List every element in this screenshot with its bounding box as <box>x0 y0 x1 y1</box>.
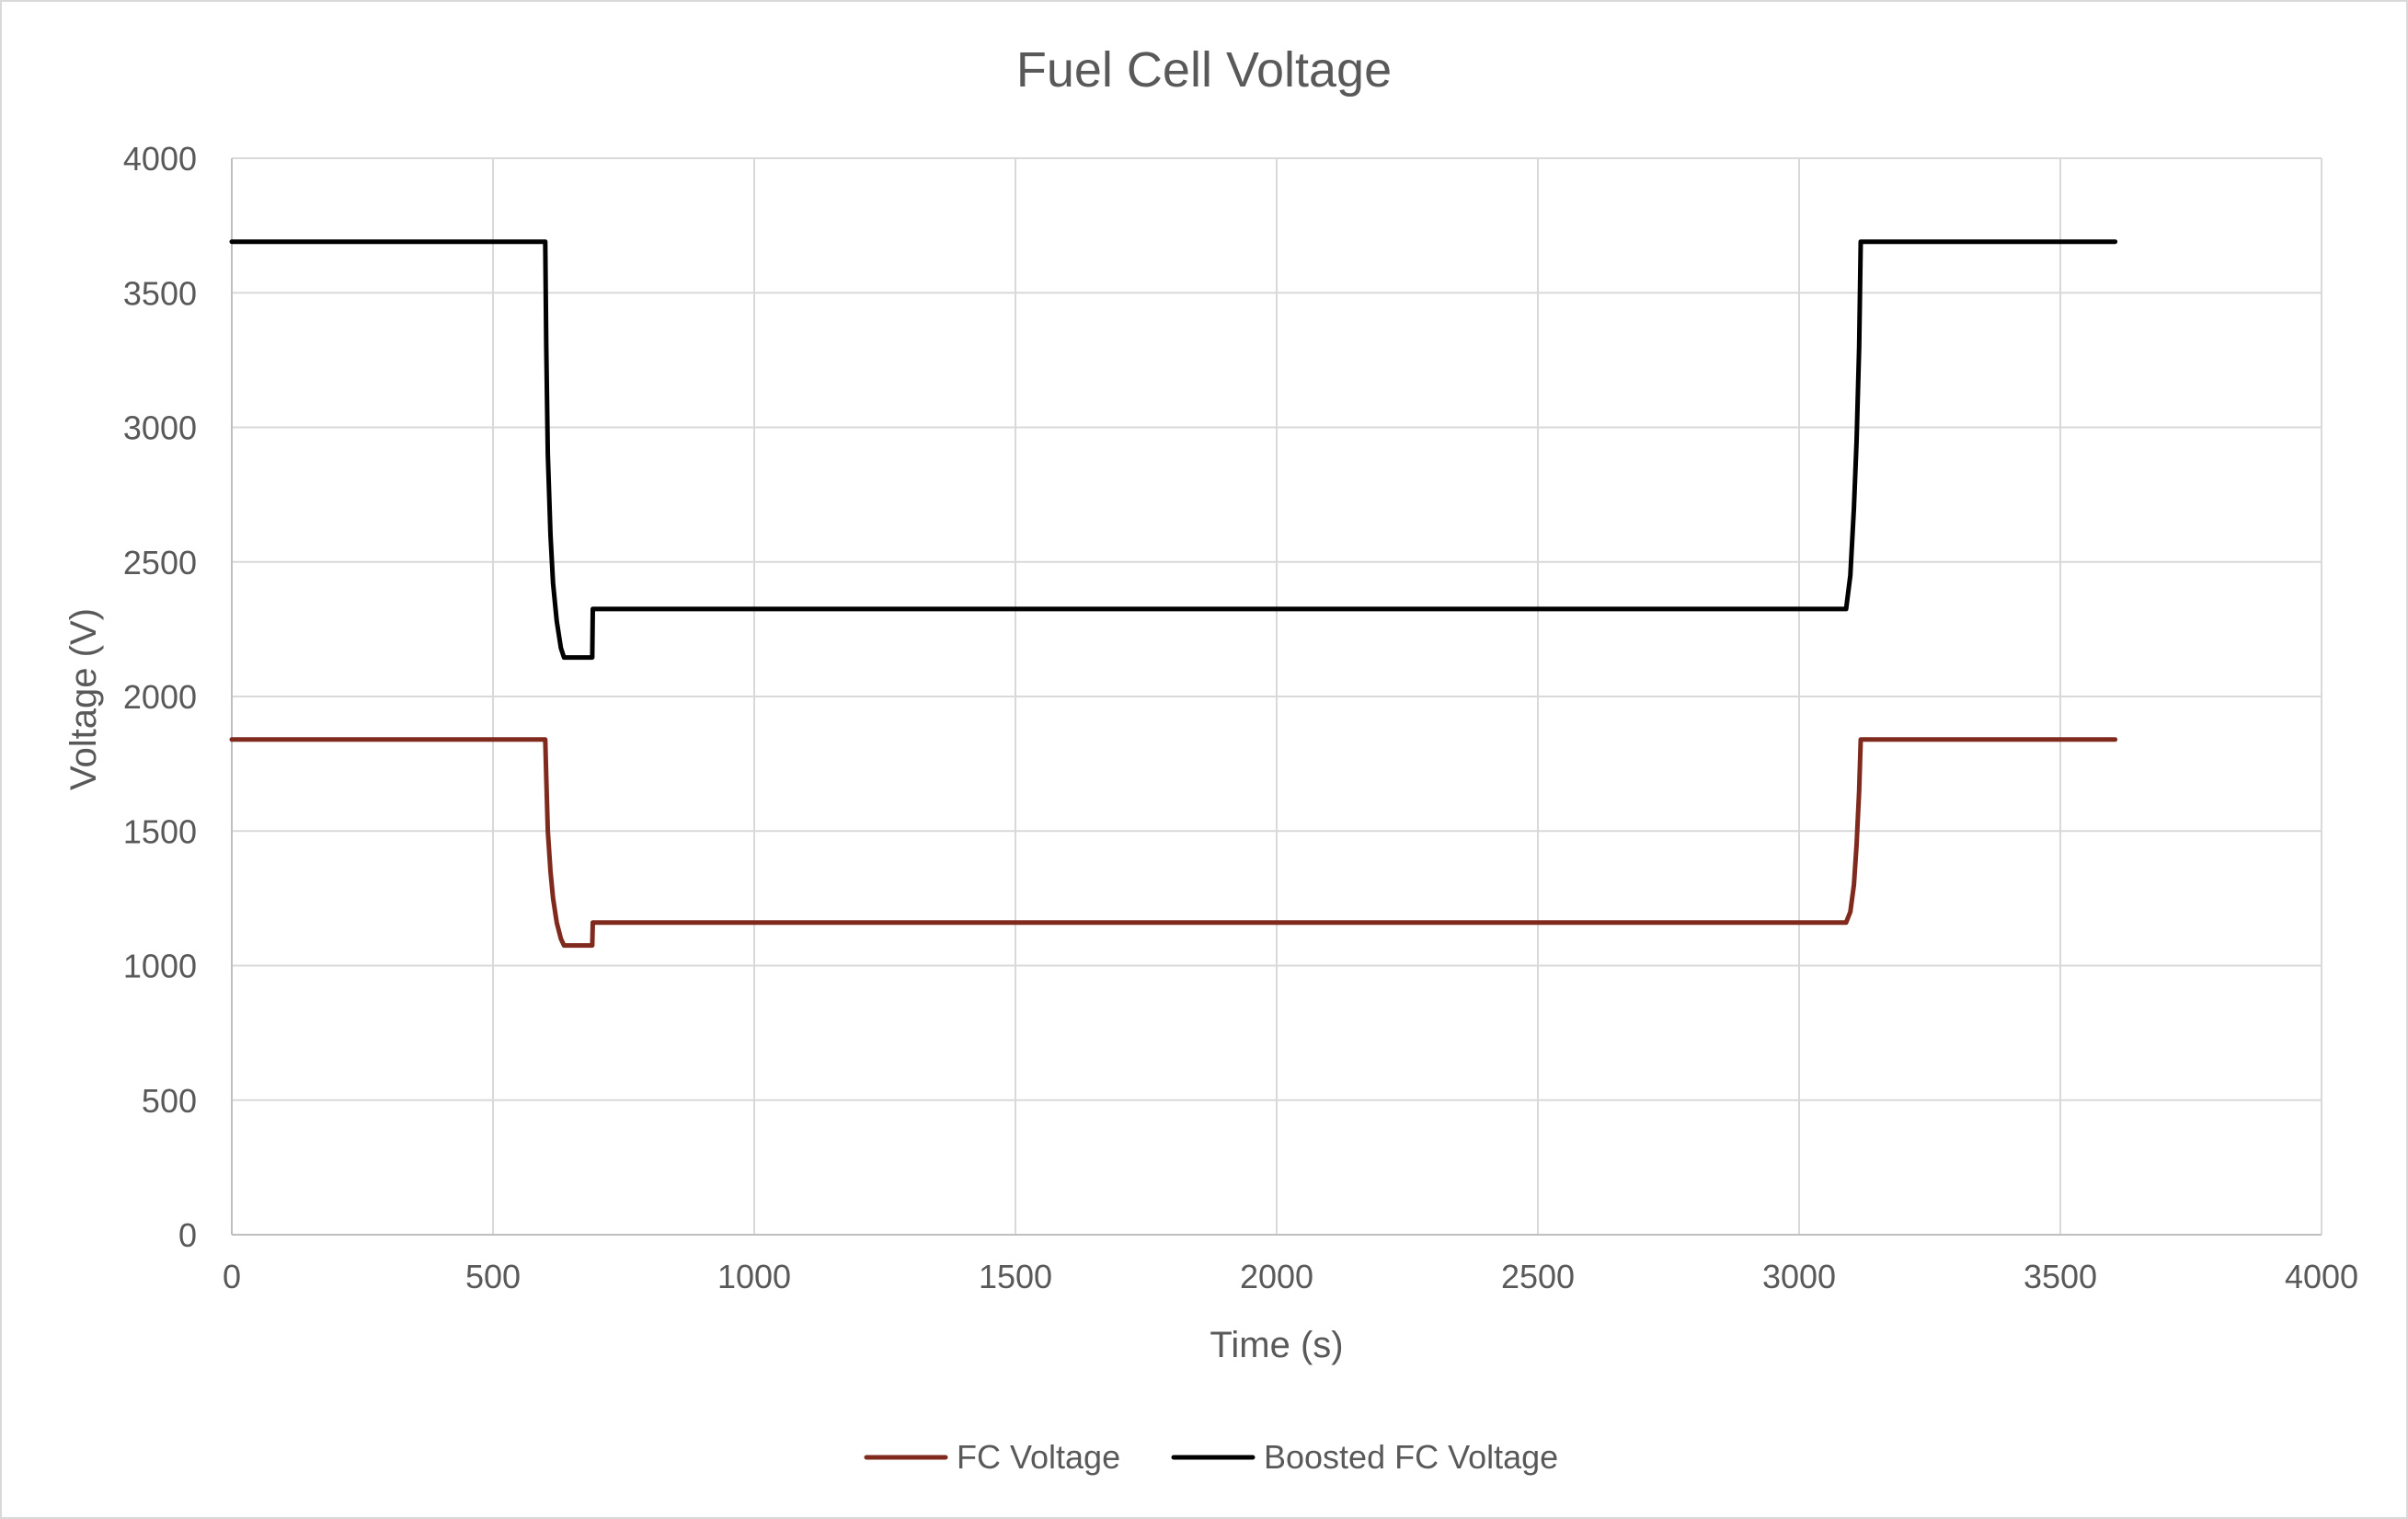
y-tick-label: 3500 <box>123 274 197 312</box>
legend-label: Boosted FC Voltage <box>1264 1438 1558 1476</box>
grid-lines <box>232 157 2322 1235</box>
y-tick-label: 2500 <box>123 544 197 581</box>
y-tick-label: 1000 <box>123 948 197 985</box>
x-tick-label: 4000 <box>2285 1258 2358 1295</box>
series-lines <box>229 239 2118 949</box>
x-tick-label: 1000 <box>717 1258 791 1295</box>
tick-labels: 0 500 1000 1500 2000 2500 3000 3500 4000 0 500 1000… <box>123 140 2358 1295</box>
x-tick-label: 0 <box>223 1258 241 1295</box>
legend-item: Boosted FC Voltage <box>1171 1438 1558 1476</box>
y-tick-label: 1500 <box>123 812 197 850</box>
x-axis-title: Time (s) <box>1210 1325 1343 1365</box>
x-tick-label: 1500 <box>979 1258 1052 1295</box>
legend-label: FC Voltage <box>957 1438 1120 1476</box>
x-tick-label: 2500 <box>1501 1258 1575 1295</box>
x-tick-label: 3000 <box>1762 1258 1836 1295</box>
legend-item: FC Voltage <box>864 1438 1120 1476</box>
y-tick-label: 0 <box>178 1216 197 1254</box>
y-tick-label: 2000 <box>123 678 197 716</box>
series-line-fc-voltage <box>229 737 2118 949</box>
y-axis-title: Voltage (V) <box>63 608 104 790</box>
x-tick-label: 2000 <box>1240 1258 1313 1295</box>
legend: FC Voltage Boosted FC Voltage <box>864 1438 1558 1476</box>
y-tick-label: 4000 <box>123 140 197 178</box>
series-line-boosted-fc-voltage <box>229 239 2118 661</box>
y-tick-label: 3000 <box>123 409 197 447</box>
y-tick-label: 500 <box>142 1082 197 1120</box>
chart-title: Fuel Cell Voltage <box>1016 42 1392 98</box>
x-tick-label: 500 <box>465 1258 521 1295</box>
axes <box>231 158 2322 1236</box>
x-tick-label: 3500 <box>2024 1258 2097 1295</box>
